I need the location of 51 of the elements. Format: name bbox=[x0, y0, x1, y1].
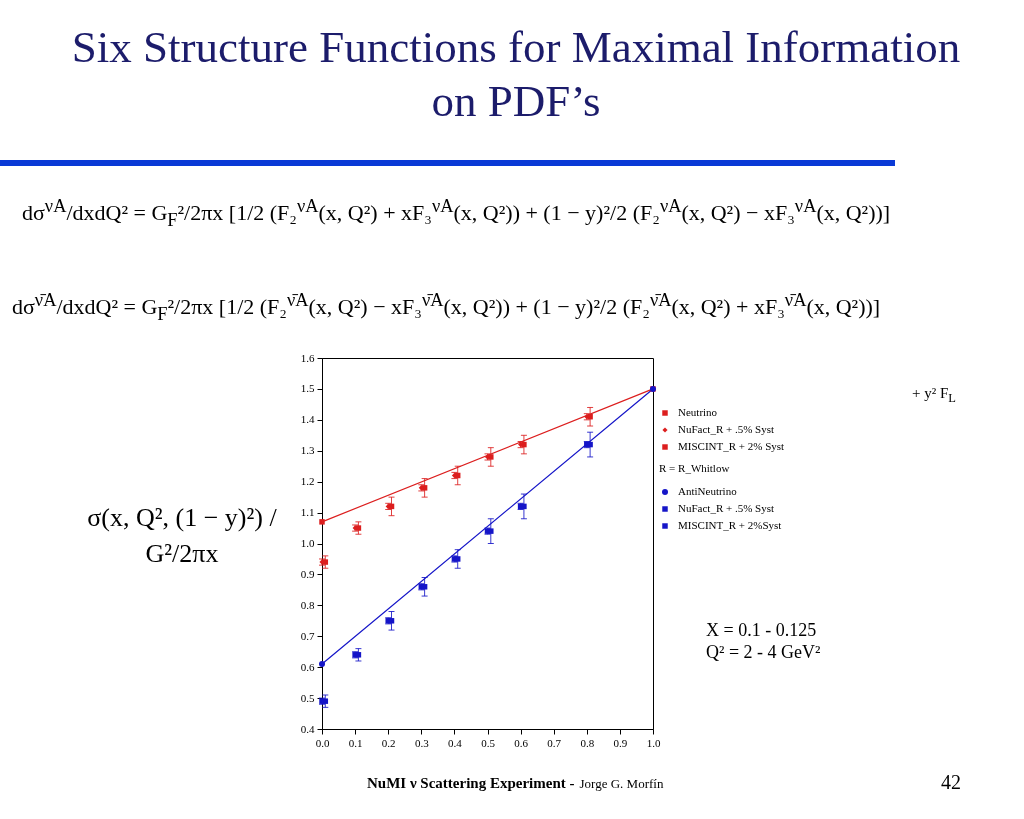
y-tick-label: 1.1 bbox=[300, 506, 315, 519]
x-tick-label: 1.0 bbox=[646, 736, 661, 749]
y-tick-label: 0.6 bbox=[300, 660, 315, 673]
point bbox=[319, 661, 325, 668]
point bbox=[488, 454, 494, 460]
x-tick-label: 0.3 bbox=[414, 736, 430, 749]
x-tick-label: 0.6 bbox=[514, 736, 529, 749]
point bbox=[322, 698, 329, 704]
x-tick-label: 0.4 bbox=[448, 736, 463, 749]
x-tick-label: 0.0 bbox=[315, 736, 330, 749]
x-tick-label: 0.1 bbox=[348, 736, 363, 749]
y-tick-label: 1.4 bbox=[300, 413, 315, 426]
legend-label: NuFact_R + .5% Syst bbox=[678, 502, 775, 514]
y-tick-label: 1.5 bbox=[300, 382, 315, 395]
point bbox=[521, 503, 527, 510]
legend-label: Neutrino bbox=[678, 406, 718, 418]
text: X = 0.1 - 0.125 bbox=[706, 620, 817, 642]
y-tick-label: 1.2 bbox=[300, 475, 315, 488]
legend-label: MISCINT_R + 2% Syst bbox=[678, 440, 785, 452]
x-tick-label: 0.9 bbox=[613, 736, 628, 749]
text: Jorge G. Morfín bbox=[579, 776, 664, 792]
x-tick-label: 0.5 bbox=[481, 736, 496, 749]
point bbox=[355, 525, 362, 531]
y-tick-label: 0.9 bbox=[300, 567, 315, 580]
text: + y² F$_{L}$ bbox=[912, 384, 956, 406]
y-axis-title: σ(x, Q², (1 − y)²) / G²/2πx bbox=[86, 502, 278, 570]
text: R = R_Whitlow bbox=[659, 462, 730, 476]
point bbox=[488, 528, 494, 534]
point bbox=[322, 559, 329, 565]
point bbox=[421, 485, 428, 491]
y-tick-label: 1.0 bbox=[300, 537, 315, 549]
legend-label: AntiNeutrino bbox=[678, 485, 738, 497]
y-tick-label: 1.6 bbox=[300, 351, 315, 364]
x-tick-label: 0.7 bbox=[547, 736, 562, 749]
y-tick-label: 0.5 bbox=[300, 691, 315, 704]
chart-title: Six Structure Functions for Maximal Information on PDF’s bbox=[70, 21, 962, 128]
x-tick-label: 0.2 bbox=[381, 736, 396, 749]
point bbox=[388, 618, 395, 624]
text: dσ$^{ν̄A}$/dxdQ² = G$_{F}$²/2πx [1/2 (F₂$^{ν̄A}$(x, Q²) − xF₃$^{ν̄A}$(x, Q²)) + (1 − y)²/2 (F₂$^{ν̄A}$(x, Q²) + xF₃$^{ν̄A}$(x, Q²))] bbox=[12, 290, 881, 324]
text: dσ$^{νA}$/dxdQ² = G$_{F}$²/2πx [1/2 (F₂$^{νA}$(x, Q²) + xF₃$^{νA}$(x, Q²)) + (1 − y)²/2 (F₂$^{νA}$(x, Q²) − xF₃$^{νA}$(x, Q²))] bbox=[22, 196, 891, 230]
point bbox=[355, 652, 362, 658]
text: Q² = 2 - 4 GeV² bbox=[706, 642, 821, 664]
x-tick-label: 0.8 bbox=[580, 736, 595, 749]
y-tick-label: 1.3 bbox=[300, 444, 315, 457]
legend-label: MISCINT_R + 2%Syst bbox=[678, 519, 782, 531]
y-tick-label: 0.7 bbox=[300, 629, 315, 642]
text: 42 bbox=[941, 770, 961, 794]
text: NuMI ν Scattering Experiment - bbox=[367, 774, 575, 792]
y-tick-label: 0.4 bbox=[300, 722, 315, 735]
legend-label: NuFact_R + .5% Syst bbox=[678, 423, 775, 435]
y-tick-label: 0.8 bbox=[300, 598, 315, 611]
